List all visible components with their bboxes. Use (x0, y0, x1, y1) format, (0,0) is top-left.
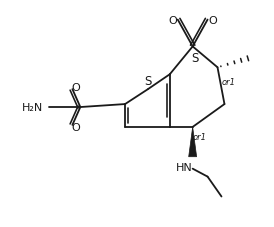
Text: or1: or1 (221, 77, 235, 86)
Text: O: O (71, 122, 80, 132)
Polygon shape (189, 127, 197, 157)
Text: O: O (169, 15, 177, 25)
Text: O: O (208, 15, 217, 25)
Text: S: S (191, 52, 198, 65)
Text: or1: or1 (193, 133, 207, 142)
Text: HN: HN (176, 162, 193, 172)
Text: O: O (71, 83, 80, 93)
Text: S: S (144, 75, 152, 88)
Text: H₂N: H₂N (22, 103, 44, 113)
